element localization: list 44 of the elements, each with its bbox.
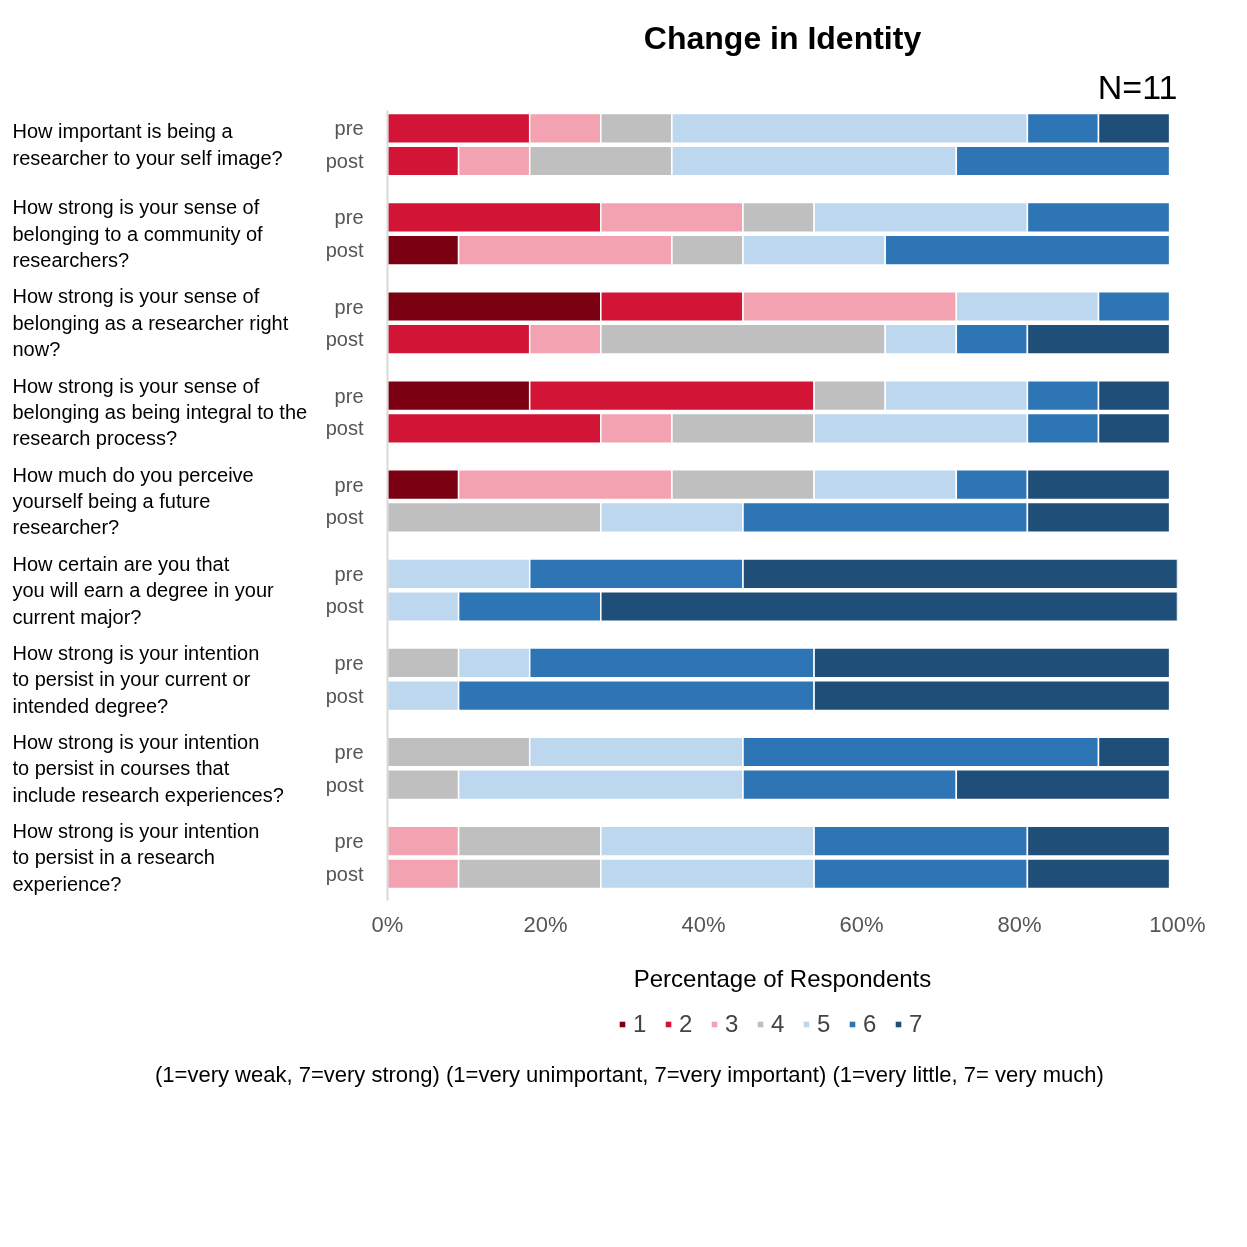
x-tick-label: 0% <box>371 911 404 937</box>
y-tick-label: pre <box>334 206 364 229</box>
legend-label: 3 <box>725 1010 740 1038</box>
x-axis-title: Percentage of Respondents <box>633 964 932 992</box>
y-tick-label: pre <box>334 384 364 407</box>
text: How much do you perceive yourself being a future researcher? <box>12 463 254 539</box>
legend-label: 1 <box>633 1010 648 1038</box>
y-tick-label: pre <box>334 562 364 585</box>
text: How strong is your intention to persist in a research experience? <box>12 820 260 895</box>
text: N=11 <box>1097 67 1178 106</box>
text: How strong is your sense of belonging to a community of researchers? <box>12 196 264 272</box>
y-tick-label: post <box>325 595 364 618</box>
legend-label: 4 <box>771 1010 786 1038</box>
text: How strong is your sense of belonging as being integral to the research process? <box>12 374 308 450</box>
text: How important is being a researcher to your self image? <box>12 120 283 169</box>
x-tick-label: 40% <box>681 911 726 937</box>
text: How strong is your intention to persist in your current or intended degree? <box>12 641 260 717</box>
y-tick-label: post <box>325 684 364 707</box>
x-tick-label: 80% <box>997 911 1042 937</box>
legend-label: 6 <box>863 1010 878 1038</box>
chart-title: Change in Identity <box>643 19 922 56</box>
y-tick-label: post <box>325 417 364 440</box>
legend-label: 5 <box>817 1010 832 1038</box>
y-tick-label: post <box>325 149 364 172</box>
x-tick-label: 100% <box>1149 911 1206 937</box>
text: How strong is your sense of belonging as a researcher right now? <box>12 285 289 361</box>
y-tick-label: pre <box>334 473 364 496</box>
x-tick-label: 20% <box>523 911 568 937</box>
y-tick-label: post <box>325 239 364 262</box>
y-tick-label: pre <box>334 830 364 853</box>
y-tick-label: post <box>325 506 364 529</box>
y-tick-label: post <box>325 773 364 796</box>
text: How strong is your intention to persist in courses that include research experiences? <box>12 730 284 806</box>
y-tick-label: pre <box>334 651 364 674</box>
text: (1=very weak, 7=very strong) (1=very unimportant, 7=very important) (1=very little, 7= very much) <box>154 1061 1104 1089</box>
legend-label: 2 <box>679 1010 694 1038</box>
text: How certain are you that you will earn a degree in your current major? <box>12 552 275 628</box>
x-tick-label: 60% <box>839 911 884 937</box>
y-tick-label: pre <box>334 117 364 140</box>
y-tick-label: pre <box>334 295 364 318</box>
legend-label: 7 <box>909 1010 924 1038</box>
y-tick-label: pre <box>334 741 364 763</box>
y-tick-label: post <box>325 328 364 351</box>
y-tick-label: post <box>325 862 364 885</box>
